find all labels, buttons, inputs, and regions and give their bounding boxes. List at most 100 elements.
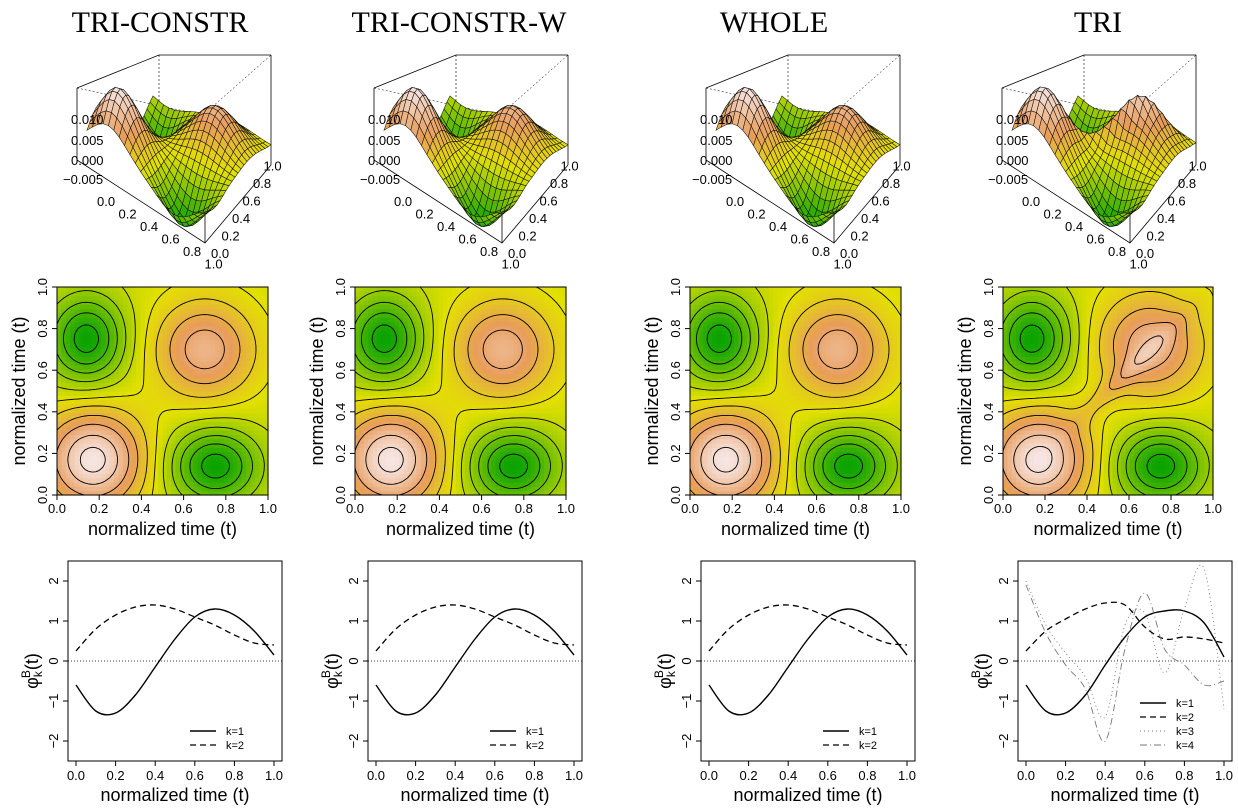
heatmap-cell: [241, 434, 247, 440]
heatmap-cell: [162, 352, 168, 357]
heatmap-cell: [228, 464, 234, 470]
heatmap-cell: [429, 369, 435, 375]
heatmap-cell: [70, 399, 76, 405]
y-tick-label: 0.0: [35, 486, 50, 504]
heatmap-cell: [149, 421, 155, 427]
heatmap-cell: [96, 438, 102, 444]
heatmap-cell: [263, 317, 269, 323]
heatmap-cell: [241, 347, 247, 353]
x-tick-label: 0.6: [175, 501, 193, 516]
heatmap-cell: [495, 477, 501, 483]
heatmap-cell: [206, 486, 212, 492]
heatmap-cell: [237, 295, 243, 301]
heatmap-cell: [131, 434, 137, 440]
heatmap-cell: [92, 382, 98, 388]
heatmap-cell: [74, 412, 80, 418]
heatmap-cell: [368, 352, 374, 357]
heatmap-cell: [224, 490, 230, 496]
heatmap-cell: [149, 490, 155, 496]
heatmap-cell: [548, 430, 554, 435]
heatmap-cell: [57, 438, 62, 444]
heatmap-cell: [241, 334, 247, 340]
heatmap-cell: [250, 486, 256, 492]
heatmap-cell: [100, 425, 106, 431]
heatmap-cell: [263, 365, 269, 370]
heatmap-cell: [416, 425, 422, 431]
heatmap-cell: [394, 352, 400, 357]
heatmap-cell: [508, 438, 514, 444]
heatmap-cell: [210, 399, 216, 405]
heatmap-cell: [215, 430, 221, 435]
heatmap-cell: [109, 412, 115, 418]
heatmap-cell: [491, 386, 497, 392]
heatmap-cell: [180, 352, 186, 357]
heatmap-cell: [92, 373, 98, 379]
heatmap-cell: [171, 339, 177, 344]
heatmap-cell: [381, 412, 387, 418]
heatmap-cell: [96, 412, 102, 418]
heatmap-cell: [355, 421, 360, 427]
heatmap-cell: [140, 386, 146, 392]
heatmap-cell: [478, 417, 484, 422]
heatmap-cell: [447, 352, 453, 357]
heatmap-cell: [100, 386, 106, 392]
heatmap-cell: [376, 443, 382, 448]
heatmap-cell: [456, 421, 462, 427]
heatmap-cell: [363, 477, 369, 483]
heatmap-cell: [526, 378, 532, 383]
heatmap-cell: [241, 304, 247, 310]
heatmap-cell: [127, 408, 133, 414]
heatmap-cell: [153, 382, 159, 388]
heatmap-cell: [122, 386, 128, 392]
heatmap-cell: [263, 326, 269, 331]
heatmap-cell: [355, 365, 360, 370]
heatmap-cell: [105, 378, 111, 383]
heatmap-cell: [219, 295, 225, 301]
heatmap-cell: [206, 291, 212, 297]
heatmap-cell: [92, 473, 98, 479]
heatmap-cell: [109, 391, 115, 396]
heatmap-cell: [219, 412, 225, 418]
heatmap-cell: [372, 486, 378, 492]
heatmap-cell: [83, 425, 89, 431]
heatmap-cell: [114, 308, 120, 314]
box-edge: [373, 87, 501, 116]
heatmap-cell: [232, 343, 238, 349]
heatmap-cell: [100, 473, 106, 479]
heatmap-cell: [486, 412, 492, 418]
heatmap-cell: [70, 313, 76, 318]
heatmap-cell: [368, 477, 374, 483]
heatmap-cell: [420, 404, 426, 409]
heatmap-cell: [144, 295, 150, 301]
heatmap-cell: [451, 408, 457, 414]
heatmap-cell: [451, 430, 457, 435]
heatmap-cell: [92, 291, 98, 297]
heatmap-cell: [83, 330, 89, 336]
heatmap-cell: [250, 291, 256, 297]
heatmap-cell: [363, 399, 369, 405]
heatmap-cell: [232, 417, 238, 422]
heatmap-cell: [131, 382, 137, 388]
heatmap-cell: [61, 313, 67, 318]
heatmap-cell: [118, 382, 124, 388]
heatmap-cell: [228, 382, 234, 388]
heatmap-cell: [131, 356, 137, 362]
heatmap-cell: [92, 399, 98, 405]
heatmap-cell: [92, 352, 98, 357]
heatmap-cell: [210, 430, 216, 435]
heatmap-cell: [175, 404, 181, 409]
heatmap-cell: [224, 421, 230, 427]
heatmap-cell: [219, 490, 225, 496]
heatmap-cell: [153, 295, 159, 301]
heatmap-cell: [491, 473, 497, 479]
heatmap-cell: [237, 451, 243, 457]
heatmap-cell: [197, 395, 203, 401]
heatmap-cell: [74, 339, 80, 344]
heatmap-cell: [429, 430, 435, 435]
heatmap-cell: [232, 295, 238, 301]
heatmap-cell: [197, 451, 203, 457]
heatmap-cell: [210, 456, 216, 461]
heatmap-cell: [390, 408, 396, 414]
heatmap-cell: [166, 482, 172, 487]
heatmap-cell: [149, 486, 155, 492]
